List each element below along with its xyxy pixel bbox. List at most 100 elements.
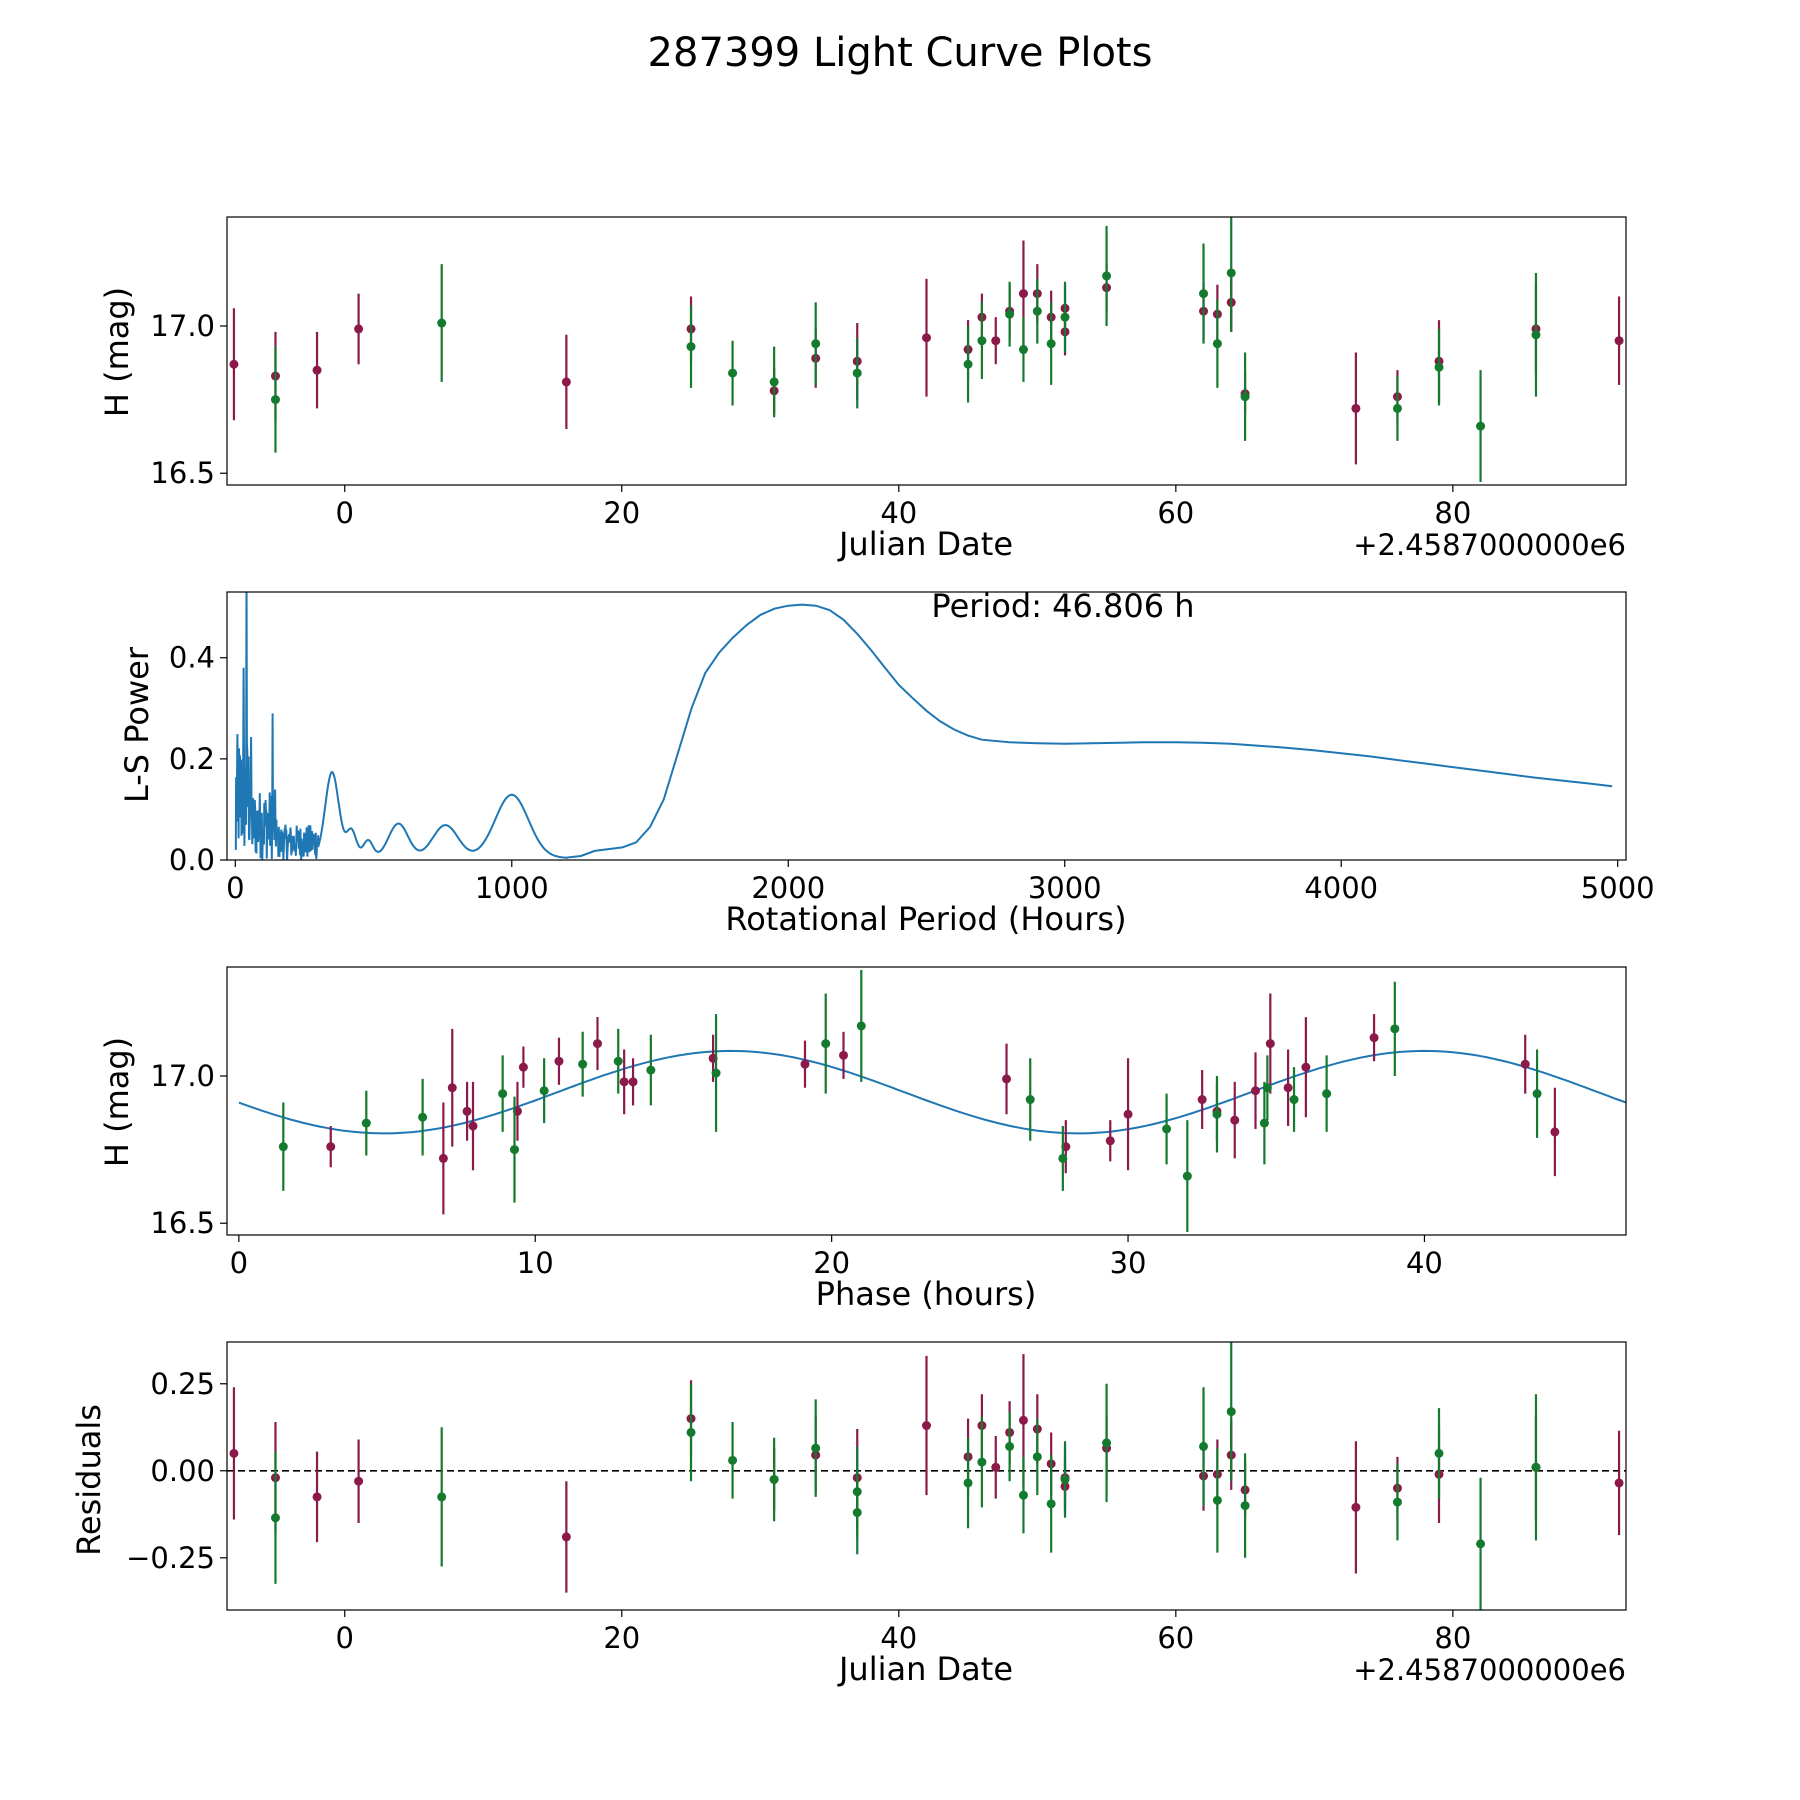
lightcurve-ylabel: H (mag) — [98, 287, 136, 417]
lightcurve-purple-point — [922, 333, 931, 343]
phased-purple-point — [1369, 1033, 1379, 1043]
phased-purple-point — [1002, 1074, 1012, 1084]
residuals-x-offset: +2.4587000000e6 — [1353, 1653, 1626, 1687]
lightcurve-plot-area — [229, 217, 1624, 483]
residuals-plot-area — [227, 1342, 1626, 1610]
lightcurve-xtick-label: 40 — [880, 496, 917, 530]
phased-ytick-label: 16.5 — [150, 1206, 215, 1240]
lightcurve-green-point — [1005, 309, 1015, 319]
residuals-ytick-label: 0.00 — [150, 1454, 215, 1488]
lightcurve-green-point — [977, 336, 987, 346]
phased-purple-point — [1283, 1083, 1293, 1093]
lightcurve-purple-point — [991, 336, 1001, 346]
phased-green-point — [1025, 1095, 1035, 1105]
phased-xtick-label: 0 — [230, 1246, 248, 1280]
lightcurve-green-point — [852, 368, 862, 378]
periodogram-ytick-label: 0.4 — [169, 641, 215, 675]
residuals-green-point — [1434, 1448, 1444, 1458]
phased-purple-point — [326, 1142, 336, 1152]
periodogram-xtick-label: 1000 — [475, 871, 549, 905]
phased-green-point — [711, 1068, 721, 1078]
phased-green-point — [1289, 1095, 1299, 1105]
phased-xtick-label: 30 — [1110, 1246, 1147, 1280]
phased-purple-point — [628, 1077, 638, 1087]
periodogram-ytick-label: 0.2 — [169, 742, 215, 776]
lightcurve-green-point — [1434, 362, 1444, 372]
phased-plot-area — [238, 969, 1626, 1233]
phased-purple-point — [1550, 1127, 1560, 1137]
panel-residuals: Julian Date +2.4587000000e6 Residuals 0 2… — [70, 1341, 1627, 1688]
phased-purple-point — [1265, 1039, 1275, 1049]
ls-power-line — [234, 592, 1613, 860]
phased-green-point — [1322, 1089, 1332, 1099]
periodogram-xtick-label: 4000 — [1304, 871, 1378, 905]
lightcurve-xtick-label: 20 — [603, 496, 640, 530]
residuals-purple-point — [354, 1476, 364, 1486]
residuals-green-point — [437, 1492, 447, 1502]
lightcurve-purple-point — [1614, 336, 1624, 346]
lightcurve-green-point — [1032, 306, 1042, 316]
residuals-ytick-label: 0.25 — [150, 1367, 215, 1401]
lightcurve-axes-frame — [226, 216, 1627, 486]
phased-purple-point — [1301, 1062, 1311, 1072]
lightcurve-green-point — [437, 318, 447, 328]
lightcurve-purple-point — [1351, 403, 1361, 413]
residuals-xtick-label: 0 — [336, 1621, 354, 1655]
lightcurve-green-point — [1212, 339, 1222, 349]
phased-purple-point — [518, 1062, 528, 1072]
lightcurve-green-point — [1046, 339, 1056, 349]
residuals-green-point — [1240, 1501, 1250, 1511]
lightcurve-xlabel: Julian Date — [837, 525, 1013, 563]
lightcurve-x-offset: +2.4587000000e6 — [1353, 528, 1626, 562]
phased-green-point — [418, 1112, 428, 1122]
phased-green-point — [1532, 1089, 1542, 1099]
phased-purple-point — [438, 1153, 448, 1163]
residuals-green-point — [963, 1478, 973, 1488]
phased-xtick-label: 20 — [813, 1246, 850, 1280]
residuals-green-point — [1476, 1539, 1486, 1549]
residuals-green-point — [728, 1455, 738, 1465]
phased-purple-point — [1105, 1136, 1115, 1146]
lightcurve-purple-point — [229, 359, 239, 369]
phased-ytick-label: 17.0 — [150, 1059, 215, 1093]
phased-green-point — [613, 1056, 623, 1066]
phased-purple-point — [554, 1056, 564, 1066]
phased-green-point — [578, 1059, 588, 1069]
lightcurve-xtick-label: 0 — [336, 496, 354, 530]
lightcurve-purple-point — [312, 365, 322, 375]
residuals-purple-point — [1351, 1502, 1361, 1512]
residuals-green-point — [1005, 1441, 1015, 1451]
residuals-purple-point — [1614, 1478, 1624, 1488]
lightcurve-green-point — [1102, 271, 1112, 281]
phased-xtick-label: 40 — [1406, 1246, 1443, 1280]
residuals-purple-point — [922, 1421, 931, 1431]
residuals-green-point — [1392, 1497, 1402, 1507]
phased-purple-point — [447, 1083, 457, 1093]
phased-green-point — [1162, 1124, 1172, 1134]
phased-green-point — [1262, 1083, 1272, 1093]
residuals-purple-point — [991, 1462, 1001, 1472]
lightcurve-green-point — [769, 377, 779, 387]
lightcurve-green-point — [963, 359, 973, 369]
residuals-xtick-label: 80 — [1434, 1621, 1471, 1655]
residuals-ytick-label: −0.25 — [126, 1541, 215, 1575]
phased-purple-point — [592, 1039, 602, 1049]
residuals-green-point — [1018, 1490, 1028, 1500]
periodogram-xtick-label: 5000 — [1581, 871, 1655, 905]
residuals-purple-point — [229, 1448, 239, 1458]
panel-periodogram: Rotational Period (Hours) L-S Power Peri… — [118, 587, 1655, 938]
phased-green-point — [539, 1086, 549, 1096]
lightcurve-ytick-label: 16.5 — [150, 456, 215, 490]
residuals-purple-point — [312, 1492, 322, 1502]
phased-green-point — [510, 1145, 520, 1155]
phased-purple-point — [800, 1059, 810, 1069]
residuals-green-point — [1226, 1407, 1236, 1417]
lightcurve-purple-point — [354, 324, 364, 334]
phased-green-point — [1058, 1153, 1068, 1163]
residuals-green-point — [270, 1513, 280, 1523]
phased-purple-point — [1520, 1059, 1530, 1069]
residuals-green-point — [1060, 1474, 1070, 1484]
residuals-green-point — [852, 1508, 862, 1518]
periodogram-xtick-label: 0 — [226, 871, 244, 905]
phased-xlabel: Phase (hours) — [816, 1275, 1037, 1313]
